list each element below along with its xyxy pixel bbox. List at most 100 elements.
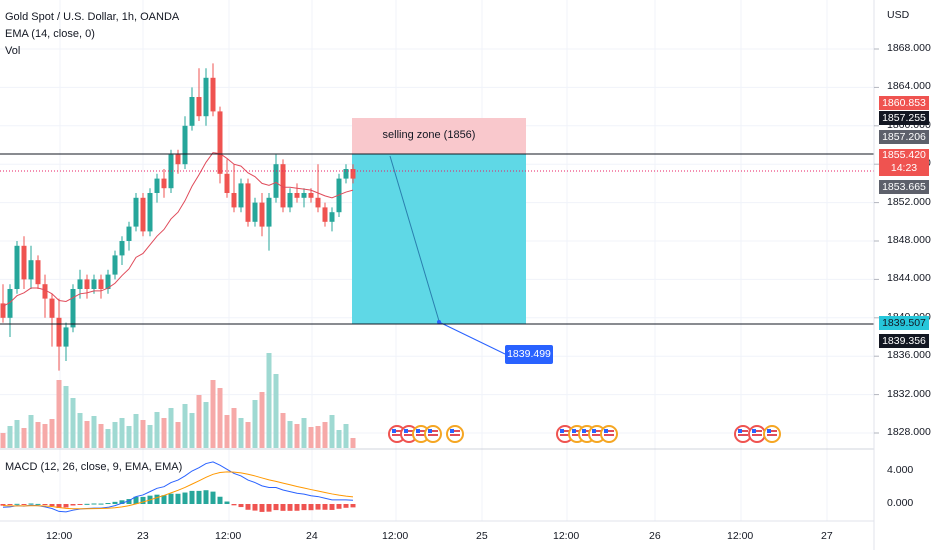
flag-canton [450,429,454,433]
candle-body [84,279,90,289]
candle-body [315,197,321,208]
candle-body [105,274,111,289]
macd-histogram-bar [63,504,69,508]
time-tick-label: 12:00 [215,530,242,542]
flag-stripe [450,434,460,436]
macd-histogram-bar [140,496,146,504]
flag-stripe [416,430,426,432]
candle-body [287,193,293,208]
candle-body [273,164,279,198]
volume-bar [133,414,139,448]
candlestick-series[interactable] [0,63,356,371]
currency-label[interactable]: USD [887,9,910,21]
volume-bar [322,422,328,448]
flag-stripe [572,434,582,436]
candle-body [350,169,356,179]
candle-body [56,317,62,347]
flag-stripe [560,434,570,436]
candle-body [14,245,20,289]
volume-bar [287,421,293,448]
flag-stripe [592,430,602,432]
volume-bar [315,426,321,448]
flag-stripe [604,434,614,436]
candle-body [140,197,146,232]
tag-line-top: 1857.255 [879,111,929,125]
economic-events[interactable] [388,425,781,443]
flag-canton [592,429,596,433]
macd-histogram-bar [77,504,83,505]
macd-line [2,461,354,513]
price-axis-tick-marks [874,48,879,434]
symbol-legend[interactable]: Gold Spot / U.S. Dollar, 1h, OANDA [5,11,180,23]
candle-body [301,193,307,198]
flag-stripe [572,430,582,432]
flag-canton [582,429,586,433]
volume-bar [329,415,335,448]
macd-histogram-bar [315,504,321,510]
macd-histogram-bar [189,490,195,504]
volume-bar [7,426,13,448]
volume-bar [154,412,160,448]
macd-histogram-bar [35,503,41,505]
volume-bar [266,353,272,448]
tag-red-high: 1860.853 [879,96,929,110]
volume-bar [280,413,286,448]
macd-histogram-bar [217,496,223,504]
flag-stripe [767,430,777,432]
time-tick-label: 12:00 [553,530,580,542]
candle-body [308,193,314,198]
macd-histogram-bar [343,504,349,508]
macd-histogram-bar [28,503,34,505]
time-tick-label: 24 [306,530,318,542]
volume-bar [350,438,356,448]
candle-body [7,289,13,318]
volume-bar [42,424,48,448]
candle-body [189,97,195,126]
flag-canton [560,429,564,433]
volume-bar [91,416,97,448]
macd-histogram-bar [245,504,251,510]
macd-histogram-bar [273,504,279,511]
macd-histogram-bar [161,495,167,504]
target-arrow-line [389,155,440,322]
macd-legend[interactable]: MACD (12, 26, close, 9, EMA, EMA) [5,461,183,473]
volume-bar [224,415,230,448]
flag-stripe [428,430,438,432]
flag-stripe [560,430,570,432]
candle-body [133,197,139,227]
macd-histogram-bar [182,492,188,504]
volume-legend[interactable]: Vol [5,45,21,57]
macd-histogram-bar [112,501,118,504]
target-price-label[interactable]: 1839.499 [505,345,553,364]
candle-body [224,173,230,193]
flag-stripe [404,434,414,436]
selling-zone-target-area[interactable] [352,154,526,324]
volume-bar [182,404,188,448]
macd-pane[interactable] [0,461,356,513]
candle-body [35,260,41,285]
price-tick-label: 1828.000 [887,426,931,438]
candle-body [147,193,153,232]
ema-legend[interactable]: EMA (14, close, 0) [5,28,95,40]
position-tool[interactable]: selling zone (1856) [352,118,526,355]
macd-axis-tick-4: 4.000 [887,464,914,476]
ema-line[interactable] [2,152,354,307]
volume-bar [49,419,55,448]
volume-bar [217,388,223,448]
volume-bars [0,353,356,448]
volume-bar [210,380,216,448]
candle-body [28,260,34,280]
price-tick-label: 1864.000 [887,80,931,93]
macd-histogram-bar [56,504,62,508]
tag-gray-low: 1853.665 [879,180,929,194]
volume-bar [196,395,202,448]
time-tick-label: 27 [821,530,833,542]
macd-histogram-bar [329,504,335,510]
volume-bar [231,408,237,448]
price-tick-label: 1836.000 [887,349,931,362]
candle-body [252,202,258,222]
selling-zone-stop-area[interactable] [352,118,526,154]
candle-body [203,77,209,117]
volume-bar [189,413,195,448]
